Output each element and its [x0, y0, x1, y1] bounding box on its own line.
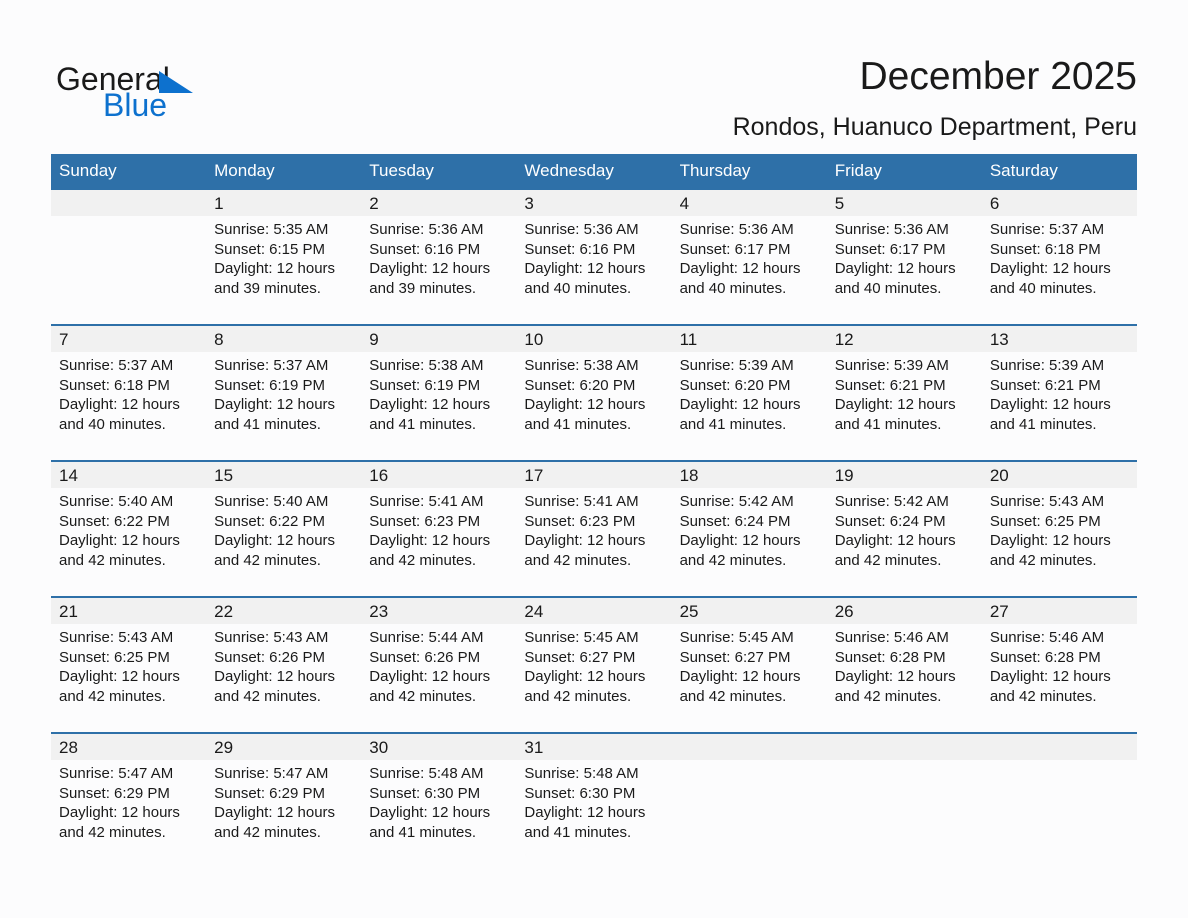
svg-text:Blue: Blue: [103, 87, 167, 123]
